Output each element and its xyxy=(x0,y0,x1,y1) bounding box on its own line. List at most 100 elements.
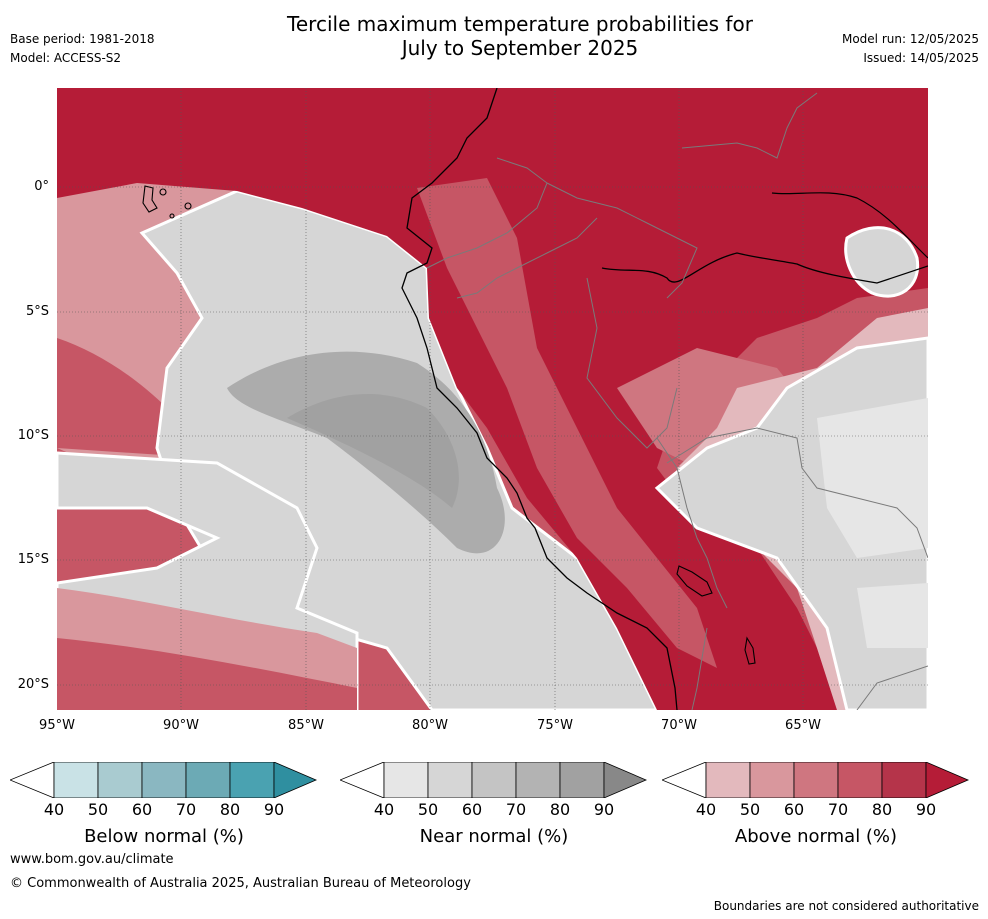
below-bin-60-70 xyxy=(141,761,187,799)
above-tick-60: 60 xyxy=(783,800,805,819)
below-tick-80: 80 xyxy=(219,800,241,819)
below-under-arrow xyxy=(8,761,55,799)
above-tick-40: 40 xyxy=(695,800,717,819)
above-bin-60-70 xyxy=(793,761,839,799)
above-70-coastal-band xyxy=(417,178,717,668)
amazon-river xyxy=(601,252,928,284)
near-colorbar-graphic xyxy=(338,761,648,799)
lon-label-80w: 80°W xyxy=(412,718,448,733)
near-bin-80-90 xyxy=(559,761,605,799)
near-80-core-region xyxy=(287,394,459,508)
above-90-region xyxy=(57,88,928,710)
above-tick-70: 70 xyxy=(827,800,849,819)
near-tick-50: 50 xyxy=(417,800,439,819)
above-colorbar-graphic xyxy=(660,761,970,799)
issued-text: Issued: 14/05/2025 xyxy=(863,51,979,65)
below-tick-90: 90 xyxy=(263,800,285,819)
above-colorbar-ticks: 40 50 60 70 80 90 xyxy=(662,800,970,822)
above-bin-40-50 xyxy=(705,761,751,799)
above-tick-80: 80 xyxy=(871,800,893,819)
below-over-arrow xyxy=(273,761,318,799)
header-left-meta: Base period: 1981-2018 Model: ACCESS-S2 xyxy=(10,30,155,68)
lat-label-0: 0° xyxy=(34,179,49,194)
island-small-3 xyxy=(169,213,175,219)
near-bin-40-50 xyxy=(383,761,429,799)
lake-titicaca xyxy=(676,565,713,597)
lat-label-15s: 15°S xyxy=(17,552,49,567)
border-bolivia-brazil xyxy=(666,427,928,559)
northern-river xyxy=(771,192,928,259)
near-tick-60: 60 xyxy=(461,800,483,819)
near-normal-colorbar xyxy=(338,761,648,799)
boundaries-note: Boundaries are not considered authoritat… xyxy=(713,899,979,913)
lat-label-20s: 20°S xyxy=(17,677,49,692)
lake-poopo xyxy=(744,636,756,665)
galapagos-islands xyxy=(142,185,192,219)
lon-label-70w: 70°W xyxy=(661,718,697,733)
probability-map xyxy=(57,88,928,710)
bom-url-link[interactable]: www.bom.gov.au/climate xyxy=(10,852,174,867)
lon-label-90w: 90°W xyxy=(163,718,199,733)
near-tick-90: 90 xyxy=(593,800,615,819)
border-peru-brazil xyxy=(586,277,678,449)
below-tick-50: 50 xyxy=(87,800,109,819)
near-tick-80: 80 xyxy=(549,800,571,819)
coastline xyxy=(401,88,678,710)
lon-label-75w: 75°W xyxy=(537,718,573,733)
below-bin-80-90 xyxy=(229,761,275,799)
border-colombia-venezuela xyxy=(681,92,818,159)
above-bin-80-90 xyxy=(881,761,927,799)
border-chile-bolivia xyxy=(691,627,708,710)
island-small-2 xyxy=(184,202,192,210)
map-canvas xyxy=(57,88,928,710)
near-colorbar-ticks: 40 50 60 70 80 90 xyxy=(340,800,648,822)
title-line-2: July to September 2025 xyxy=(401,36,639,60)
below-tick-60: 60 xyxy=(131,800,153,819)
near-tick-70: 70 xyxy=(505,800,527,819)
below-normal-colorbar xyxy=(8,761,318,799)
below-bin-70-80 xyxy=(185,761,231,799)
below-tick-70: 70 xyxy=(175,800,197,819)
near-normal-northeast-island xyxy=(844,226,920,298)
above-normal-colorbar xyxy=(660,761,970,799)
above-tick-50: 50 xyxy=(739,800,761,819)
lon-label-65w: 65°W xyxy=(785,718,821,733)
island-small-1 xyxy=(159,188,167,196)
title-line-1: Tercile maximum temperature probabilitie… xyxy=(287,12,753,36)
below-colorbar-graphic xyxy=(8,761,318,799)
border-ecuador-colombia xyxy=(426,157,548,269)
below-tick-40: 40 xyxy=(43,800,65,819)
near-tick-40: 40 xyxy=(373,800,395,819)
header-right-meta: Model run: 12/05/2025 Issued: 14/05/2025 xyxy=(842,30,979,68)
near-bin-50-60 xyxy=(427,761,473,799)
lon-label-85w: 85°W xyxy=(288,718,324,733)
near-40-southeast-patch xyxy=(857,583,928,648)
lat-label-10s: 10°S xyxy=(17,428,49,443)
lon-label-95w: 95°W xyxy=(39,718,75,733)
above-bin-70-80 xyxy=(837,761,883,799)
above-under-arrow xyxy=(660,761,707,799)
above-normal-title: Above normal (%) xyxy=(734,826,898,847)
below-normal-title: Below normal (%) xyxy=(84,826,244,847)
copyright-text: © Commonwealth of Australia 2025, Austra… xyxy=(10,876,471,891)
near-over-arrow xyxy=(603,761,648,799)
base-period-text: Base period: 1981-2018 xyxy=(10,32,155,46)
near-under-arrow xyxy=(338,761,385,799)
border-peru-bolivia xyxy=(656,437,728,609)
above-over-arrow xyxy=(925,761,970,799)
above-tick-90: 90 xyxy=(915,800,937,819)
lat-label-5s: 5°S xyxy=(25,304,49,319)
below-bin-40-50 xyxy=(53,761,99,799)
above-70-south-region xyxy=(57,638,357,710)
near-normal-title: Near normal (%) xyxy=(419,826,569,847)
below-bin-50-60 xyxy=(97,761,143,799)
border-ecuador-peru xyxy=(456,217,598,299)
isabela-island xyxy=(142,185,158,213)
below-colorbar-ticks: 40 50 60 70 80 90 xyxy=(10,800,318,822)
country-borders xyxy=(426,92,928,710)
graticule xyxy=(57,88,928,710)
border-colombia-peru xyxy=(546,182,698,299)
map-title: Tercile maximum temperature probabilitie… xyxy=(200,12,840,60)
above-bin-50-60 xyxy=(749,761,795,799)
model-run-text: Model run: 12/05/2025 xyxy=(841,32,979,46)
